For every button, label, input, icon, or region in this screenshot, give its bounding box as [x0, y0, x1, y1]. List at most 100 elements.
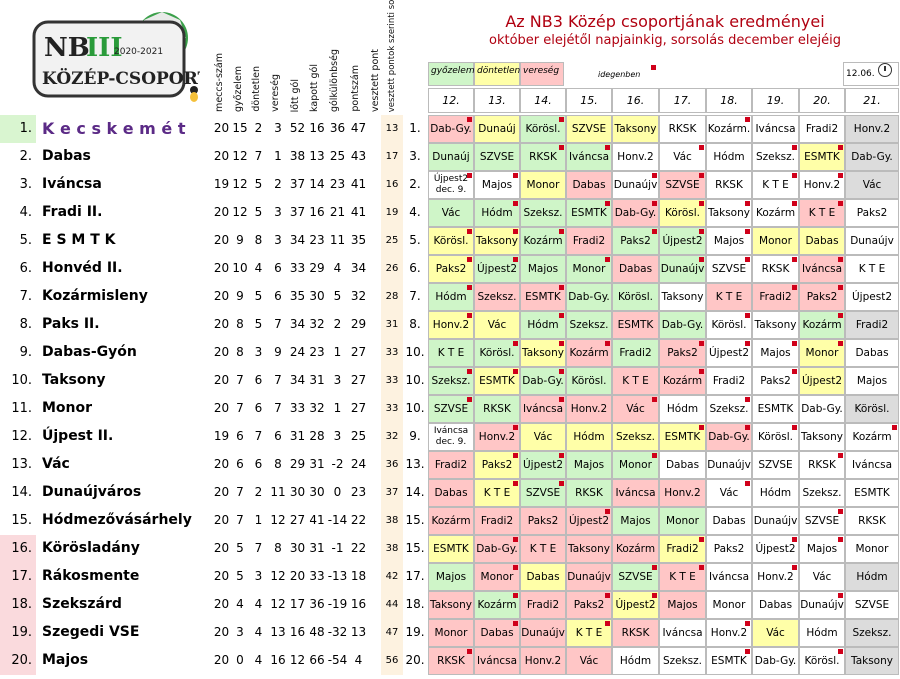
fixture-cell: Újpest2 dec. 9. — [428, 171, 474, 199]
away-marker-icon — [745, 201, 750, 206]
fixture-cell: Hódm — [799, 619, 845, 647]
fixture-cell: K T E — [474, 479, 520, 507]
fixture-cell: Taksony — [659, 283, 706, 311]
fixture-cell: Paks2 — [752, 367, 799, 395]
fixture-cell: Dabas — [428, 479, 474, 507]
away-marker-icon — [699, 565, 704, 570]
fixture-cell: Újpest2 — [474, 255, 520, 283]
rank: 3. — [19, 177, 32, 192]
fixture-cell: Paks2 — [845, 199, 899, 227]
fixture-cell: Vác — [799, 563, 845, 591]
away-marker-icon — [792, 537, 797, 542]
stat-p: 32 — [350, 289, 367, 303]
lost-points: 33 — [381, 395, 403, 423]
stat-p: 16 — [350, 597, 367, 611]
stat-gf: 38 — [289, 149, 306, 163]
fixture-cell: Kozárm — [566, 339, 612, 367]
lost-points: 28 — [381, 283, 403, 311]
rank: 11. — [11, 401, 32, 416]
away-marker-icon — [467, 649, 472, 654]
fixture-cell: Monor — [520, 171, 566, 199]
away-marker-icon — [651, 65, 656, 70]
fixture-cell: Majos — [520, 255, 566, 283]
fixture-cell: Szeksz. — [428, 367, 474, 395]
stat-l: 8 — [274, 541, 282, 555]
stat-m: 20 — [213, 233, 230, 247]
stat-m: 20 — [213, 289, 230, 303]
fixture-cell: Dabas — [474, 619, 520, 647]
fixture-cell: Iváncsa — [706, 563, 752, 591]
stat-gf: 34 — [289, 317, 306, 331]
stat-ga: 29 — [309, 261, 325, 275]
fixture-cell: Iváncsa — [474, 647, 520, 675]
fixture-cell: Honv.2 — [566, 395, 612, 423]
stat-ga: 31 — [309, 541, 325, 555]
round-header: 14. — [520, 88, 566, 113]
fixture-cell: Szeksz. — [612, 423, 659, 451]
fixture-cell: Taksony — [706, 199, 752, 227]
fixture-cell: Monor — [706, 591, 752, 619]
fixture-cell: Újpest2 — [706, 339, 752, 367]
away-marker-icon — [792, 425, 797, 430]
away-marker-icon — [838, 285, 843, 290]
rank: 6. — [19, 261, 32, 276]
header-goals-against: kapott gól — [309, 64, 320, 112]
fixture-cell: Dab-Gy. — [706, 423, 752, 451]
penguin-icon — [190, 86, 198, 94]
fixture-cell: Dunaúj — [428, 143, 474, 171]
fixture-cell: Taksony — [566, 535, 612, 563]
fixture-cell: Hódm — [474, 199, 520, 227]
fixture-cell: Monor — [659, 507, 706, 535]
fixture-cell: Vác — [845, 171, 899, 199]
away-marker-icon — [559, 285, 564, 290]
table-row: 11. Monor 20 7 6 7 33 32 1 27 33 10. SZVSE RKSK Iváncs… — [0, 395, 900, 423]
stat-d: 6 — [254, 373, 263, 387]
stat-p: 13 — [350, 625, 367, 639]
fixture-cell: Fradi2 — [799, 115, 845, 143]
team-name: Honvéd II. — [42, 260, 123, 276]
stat-ga: 30 — [309, 289, 325, 303]
stat-ga: 13 — [309, 149, 325, 163]
stat-m: 20 — [213, 401, 230, 415]
fixture-cell: Vác — [474, 311, 520, 339]
away-marker-icon — [745, 229, 750, 234]
fixture-cell: Taksony — [428, 591, 474, 619]
away-marker-icon — [892, 425, 897, 430]
fixture-cell: Dab-Gy. — [845, 143, 899, 171]
round-header: 15. — [566, 88, 612, 113]
fixture-cell: Kozárm — [659, 367, 706, 395]
stat-w: 9 — [236, 233, 244, 247]
stat-d: 2 — [254, 121, 263, 135]
legend-win: győzelem — [428, 62, 475, 86]
away-marker-icon — [652, 453, 657, 458]
fixture-cell: Körösl. — [799, 647, 845, 675]
rank: 10. — [11, 373, 32, 388]
lost-points-order: 10. — [405, 345, 425, 359]
header-goal-diff: gólkülönbség — [329, 48, 340, 112]
team-name: Monor — [42, 400, 93, 416]
lost-points: 36 — [381, 451, 403, 479]
stat-d: 1 — [254, 513, 263, 527]
stat-gf: 30 — [289, 541, 306, 555]
stat-m: 19 — [213, 429, 230, 443]
fixture-cell: RKSK — [566, 479, 612, 507]
table-row: 10. Taksony 20 7 6 7 34 31 3 27 33 10. Szeksz. ESMTK D… — [0, 367, 900, 395]
fixture-cell: SZVSE — [706, 255, 752, 283]
update-date: 12.06. — [843, 62, 899, 86]
fixture-cell: Fradi2 — [566, 227, 612, 255]
fixture-cell: RKSK — [706, 171, 752, 199]
stat-d: 5 — [254, 205, 263, 219]
fixture-cell: Vác — [428, 199, 474, 227]
header-matches: meccs-szám — [214, 53, 225, 112]
fixture-cell: ESMTK — [612, 311, 659, 339]
away-marker-icon — [513, 621, 518, 626]
stat-ga: 41 — [309, 513, 325, 527]
stat-l: 6 — [274, 289, 282, 303]
stat-gf: 34 — [289, 373, 306, 387]
team-name: Hódmezővásárhely — [42, 512, 192, 528]
rank: 20. — [0, 647, 36, 675]
stat-gf: 12 — [289, 653, 306, 667]
lost-points: 37 — [381, 479, 403, 507]
fixture-cell: RKSK — [612, 619, 659, 647]
stat-gf: 17 — [289, 597, 306, 611]
